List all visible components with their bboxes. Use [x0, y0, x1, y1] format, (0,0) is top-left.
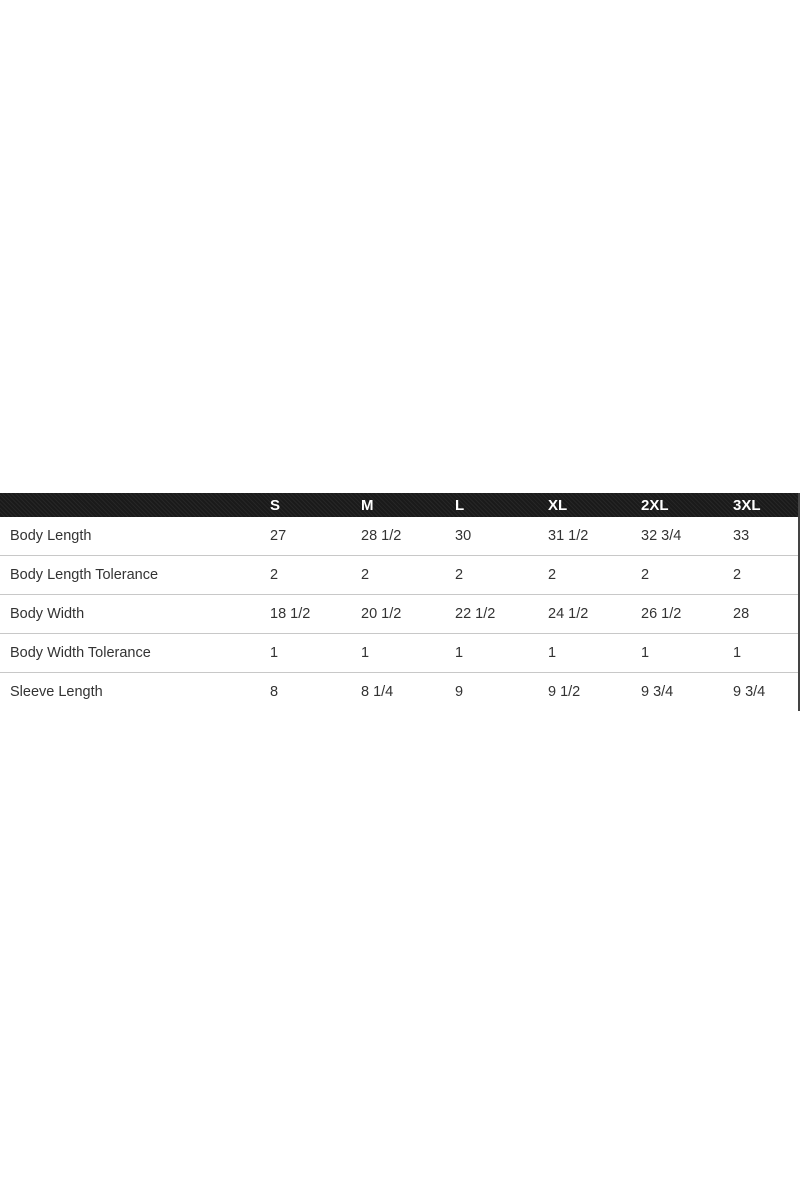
column-header: XL	[548, 496, 568, 514]
row-label: Sleeve Length	[10, 684, 103, 700]
table-cell: 2	[641, 567, 650, 583]
table-cell: 9 3/4	[733, 684, 766, 700]
table-cell: 22 1/2	[455, 606, 496, 622]
table-header-row: S M L XL 2XL 3XL	[0, 493, 798, 517]
table-cell: 1	[361, 645, 370, 661]
table-cell: 31 1/2	[548, 528, 589, 544]
column-header: 3XL	[733, 496, 761, 514]
table-cell: 1	[733, 645, 742, 661]
table-cell: 1	[270, 645, 279, 661]
column-header: 2XL	[641, 496, 669, 514]
table-cell: 28 1/2	[361, 528, 402, 544]
table-cell: 2	[548, 567, 557, 583]
table-row: Body Length Tolerance 2 2 2 2 2 2	[0, 556, 798, 595]
column-header: S	[270, 496, 281, 514]
table-cell: 8 1/4	[361, 684, 394, 700]
column-header: L	[455, 496, 465, 514]
table-cell: 20 1/2	[361, 606, 402, 622]
table-cell: 8	[270, 684, 279, 700]
table-cell: 28	[733, 606, 750, 622]
table-cell: 9 1/2	[548, 684, 581, 700]
table-cell: 9	[455, 684, 464, 700]
table-cell: 1	[548, 645, 557, 661]
table-cell: 30	[455, 528, 472, 544]
column-header: M	[361, 496, 374, 514]
table-row: Body Width Tolerance 1 1 1 1 1 1	[0, 634, 798, 673]
table-cell: 18 1/2	[270, 606, 311, 622]
table-cell: 26 1/2	[641, 606, 682, 622]
table-cell: 1	[455, 645, 464, 661]
table-cell: 2	[270, 567, 279, 583]
table-cell: 2	[733, 567, 742, 583]
row-label: Body Width Tolerance	[10, 645, 151, 661]
table-cell: 2	[455, 567, 464, 583]
size-chart-table: S M L XL 2XL 3XL Body Length 27 28 1/2 30 31 1/2 32…	[0, 493, 800, 711]
table-row: Body Length 27 28 1/2 30 31 1/2 32 3/4 33	[0, 517, 798, 556]
row-label: Body Width	[10, 606, 85, 622]
table-cell: 1	[641, 645, 650, 661]
table-row: Sleeve Length 8 8 1/4 9 9 1/2 9 3/4 9 3/4	[0, 673, 798, 711]
table-cell: 9 3/4	[641, 684, 674, 700]
table-cell: 27	[270, 528, 287, 544]
row-label: Body Length Tolerance	[10, 567, 159, 583]
table-cell: 33	[733, 528, 750, 544]
table-cell: 24 1/2	[548, 606, 589, 622]
table-cell: 32 3/4	[641, 528, 682, 544]
table-row: Body Width 18 1/2 20 1/2 22 1/2 24 1/2 26 1/2…	[0, 595, 798, 634]
row-label: Body Length	[10, 528, 92, 544]
table-cell: 2	[361, 567, 370, 583]
